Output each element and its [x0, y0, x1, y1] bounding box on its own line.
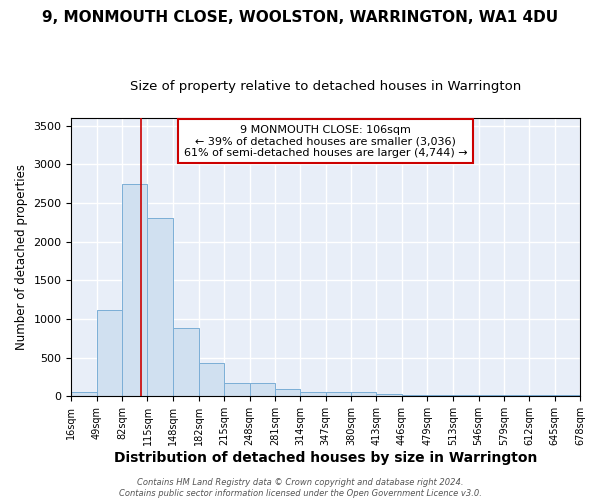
Bar: [376, 394, 402, 396]
Bar: [250, 383, 275, 396]
Text: 9 MONMOUTH CLOSE: 106sqm
← 39% of detached houses are smaller (3,036)
61% of sem: 9 MONMOUTH CLOSE: 106sqm ← 39% of detach…: [184, 124, 467, 158]
Bar: [427, 395, 453, 396]
Bar: [326, 392, 351, 396]
Bar: [71, 392, 97, 396]
Y-axis label: Number of detached properties: Number of detached properties: [15, 164, 28, 350]
Bar: [504, 395, 529, 396]
Text: Contains HM Land Registry data © Crown copyright and database right 2024.
Contai: Contains HM Land Registry data © Crown c…: [119, 478, 481, 498]
Bar: [148, 218, 173, 396]
Title: Size of property relative to detached houses in Warrington: Size of property relative to detached ho…: [130, 80, 521, 93]
Bar: [351, 392, 376, 396]
Bar: [122, 184, 148, 396]
Bar: [301, 392, 326, 396]
Bar: [529, 395, 554, 396]
Bar: [97, 310, 122, 396]
X-axis label: Distribution of detached houses by size in Warrington: Distribution of detached houses by size …: [114, 451, 538, 465]
Text: 9, MONMOUTH CLOSE, WOOLSTON, WARRINGTON, WA1 4DU: 9, MONMOUTH CLOSE, WOOLSTON, WARRINGTON,…: [42, 10, 558, 25]
Bar: [479, 395, 504, 396]
Bar: [275, 390, 301, 396]
Bar: [173, 328, 199, 396]
Bar: [224, 383, 250, 396]
Bar: [453, 395, 479, 396]
Bar: [199, 363, 224, 396]
Bar: [554, 395, 580, 396]
Bar: [402, 395, 427, 396]
